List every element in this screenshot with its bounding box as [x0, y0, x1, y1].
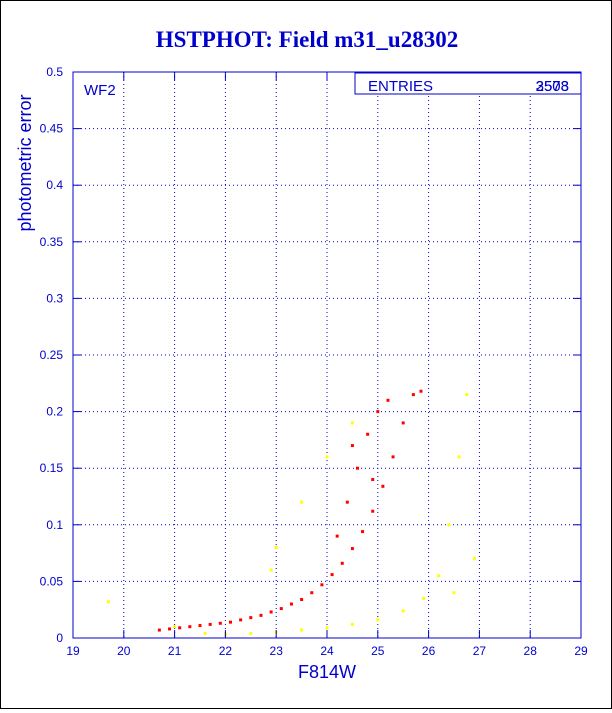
stats-value-1: 2508 — [536, 78, 569, 95]
data-point — [239, 618, 243, 622]
data-point — [173, 625, 177, 629]
data-point — [218, 621, 222, 625]
chart-title: HSTPHOT: Field m31_u28302 — [156, 27, 458, 52]
stats-label: ENTRIES — [368, 78, 433, 95]
data-point — [366, 432, 370, 436]
data-point — [376, 618, 380, 622]
data-point — [465, 393, 469, 397]
y-tick-label: 0.5 — [46, 65, 63, 79]
data-point — [320, 583, 324, 587]
y-axis-label: photometric error — [15, 94, 35, 231]
x-tick-label: 23 — [270, 644, 284, 658]
data-point — [452, 591, 456, 595]
y-tick-label: 0.1 — [46, 518, 63, 532]
data-point — [300, 500, 304, 504]
data-point — [419, 389, 423, 393]
x-tick-label: 20 — [117, 644, 131, 658]
x-axis-label: F814W — [298, 662, 356, 682]
x-tick-label: 26 — [422, 644, 436, 658]
data-point — [381, 484, 385, 488]
data-point — [355, 466, 359, 470]
data-point — [107, 600, 111, 604]
data-point — [350, 547, 354, 551]
data-point — [386, 398, 390, 402]
data-point — [361, 530, 365, 534]
data-point — [472, 557, 476, 561]
x-tick-label: 21 — [168, 644, 182, 658]
x-tick-label: 25 — [371, 644, 385, 658]
data-point — [249, 631, 253, 635]
data-point — [289, 602, 293, 606]
data-point — [300, 628, 304, 632]
data-point — [310, 591, 314, 595]
data-point — [249, 616, 253, 620]
y-tick-label: 0.3 — [46, 291, 63, 305]
data-point — [437, 574, 441, 578]
panel-label: WF2 — [84, 82, 116, 99]
x-tick-label: 29 — [574, 644, 588, 658]
y-tick-label: 0.25 — [40, 348, 64, 362]
x-tick-label: 28 — [524, 644, 538, 658]
grid-lines — [73, 72, 581, 638]
y-tick-label: 0.4 — [46, 178, 63, 192]
x-tick-label: 27 — [473, 644, 487, 658]
y-tick-label: 0 — [56, 631, 63, 645]
y-tick-label: 0.05 — [40, 574, 64, 588]
data-point — [350, 444, 354, 448]
data-point — [228, 620, 232, 624]
data-point — [345, 500, 349, 504]
data-point — [350, 622, 354, 626]
y-tick-label: 0.15 — [40, 461, 64, 475]
data-point — [401, 609, 405, 613]
y-tick-label: 0.45 — [40, 122, 64, 136]
data-point — [371, 509, 375, 513]
data-point — [340, 561, 344, 565]
y-axis-ticks: 0 0.05 0.1 0.15 0.2 0.25 0.3 0.35 0.4 0.45 0.5 — [40, 65, 581, 645]
data-point — [335, 534, 339, 538]
x-tick-label: 22 — [219, 644, 233, 658]
data-point — [178, 626, 182, 630]
data-point — [203, 631, 207, 635]
data-point — [269, 610, 273, 614]
data-point — [168, 627, 172, 631]
y-tick-label: 0.2 — [46, 405, 63, 419]
stats-box — [354, 72, 582, 95]
data-point — [300, 598, 304, 602]
x-axis-ticks: 19 20 21 22 23 24 25 26 27 28 29 — [66, 72, 588, 658]
data-point — [198, 624, 202, 628]
data-point — [411, 393, 415, 397]
data-point — [188, 625, 192, 629]
data-point — [330, 573, 334, 577]
data-point — [325, 455, 329, 459]
x-tick-label: 19 — [66, 644, 80, 658]
data-point — [208, 622, 212, 626]
data-points — [107, 389, 476, 637]
data-point — [401, 421, 405, 425]
data-point — [447, 523, 451, 527]
data-point — [457, 455, 461, 459]
data-point — [259, 613, 263, 617]
stats-value-2: 3573 — [536, 78, 569, 95]
data-point — [371, 478, 375, 482]
y-tick-label: 0.35 — [40, 235, 64, 249]
data-point — [391, 455, 395, 459]
data-point — [269, 568, 273, 572]
data-point — [376, 410, 380, 414]
data-point — [350, 421, 354, 425]
data-point — [325, 626, 329, 630]
x-tick-label: 24 — [320, 644, 334, 658]
data-point — [279, 607, 283, 611]
data-point — [422, 596, 426, 600]
data-point — [157, 628, 161, 632]
data-point — [274, 545, 278, 549]
